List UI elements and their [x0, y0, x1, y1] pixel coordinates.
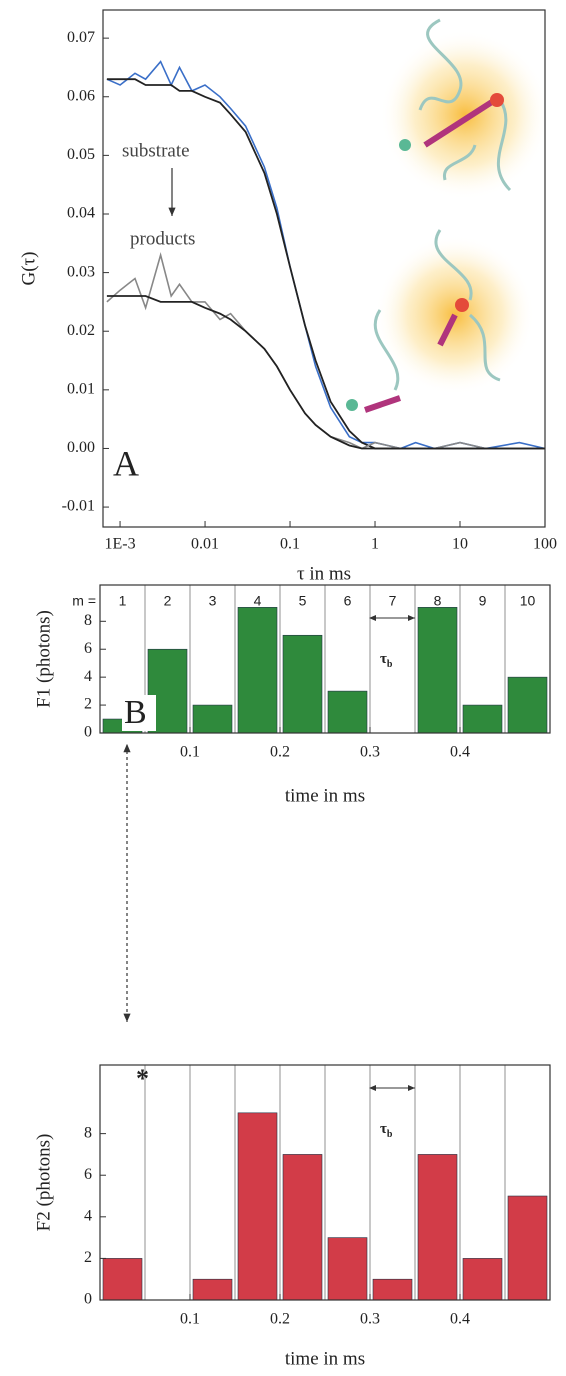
category-label: 7 — [389, 593, 397, 609]
bar — [417, 1154, 458, 1301]
marker-label: * — [136, 1064, 149, 1093]
x-tick-label: 0.1 — [180, 744, 200, 761]
x-axis-label: time in ms — [285, 1348, 365, 1369]
plot-frame — [102, 9, 546, 528]
bar — [237, 1112, 278, 1301]
annotation-subscript: b — [387, 1129, 393, 1140]
category-label: 6 — [344, 593, 352, 609]
y-tick-label: 0.00 — [67, 439, 95, 456]
x-tick-label: 0.1 — [280, 536, 300, 553]
category-label: 9 — [479, 593, 487, 609]
category-label: 8 — [434, 593, 442, 609]
category-label: 5 — [299, 593, 307, 609]
annotation-subscript: b — [387, 659, 393, 670]
illustration — [346, 18, 550, 413]
y-tick-label: 6 — [84, 1166, 92, 1183]
y-axis-label: G(τ) — [18, 251, 39, 285]
annotation: τb — [380, 1121, 393, 1140]
x-tick-label: 1E-3 — [104, 536, 135, 553]
y-axis-label: F2 (photons) — [33, 1134, 54, 1232]
bar — [192, 1278, 233, 1301]
y-tick-label: 0.05 — [67, 146, 95, 163]
x-axis-label: time in ms — [285, 785, 365, 806]
bar — [417, 607, 458, 734]
bar — [282, 1154, 323, 1301]
plot-frame — [99, 1064, 551, 1301]
bar — [102, 1258, 143, 1301]
y-tick-label: 0.04 — [67, 205, 95, 222]
panel-label-bg — [122, 695, 156, 731]
y-tick-label: 8 — [84, 1124, 92, 1141]
x-tick-label: 0.1 — [180, 1311, 200, 1328]
x-tick-label: 10 — [452, 536, 468, 553]
series-label: products — [130, 228, 195, 249]
x-tick-label: 0.4 — [450, 744, 470, 761]
x-tick-label: 0.3 — [360, 744, 380, 761]
y-axis-label: F1 (photons) — [33, 610, 54, 708]
annotation: τb — [380, 651, 393, 670]
panel-label: A — [113, 443, 139, 483]
plot-frame — [99, 584, 551, 734]
y-tick-label: 0.06 — [67, 87, 95, 104]
category-label: 1 — [119, 593, 127, 609]
y-tick-label: 0 — [84, 1291, 92, 1308]
bar — [372, 1278, 413, 1301]
y-tick-label: 0.03 — [67, 263, 95, 280]
annotation-text: τ — [380, 651, 387, 667]
y-tick-label: 6 — [84, 640, 92, 657]
y-tick-label: 8 — [84, 612, 92, 629]
y-tick-label: 2 — [84, 696, 92, 713]
category-prefix: m = — [72, 593, 96, 609]
bar — [237, 607, 278, 734]
x-tick-label: 0.2 — [270, 1311, 290, 1328]
bar — [462, 1258, 503, 1301]
bar — [507, 676, 548, 734]
y-tick-label: 0.02 — [67, 322, 95, 339]
y-tick-label: 0.01 — [67, 381, 95, 398]
y-tick-label: 4 — [84, 668, 92, 685]
x-tick-label: 0.2 — [270, 744, 290, 761]
category-label: 3 — [209, 593, 217, 609]
x-tick-label: 0.4 — [450, 1311, 470, 1328]
x-tick-label: 0.01 — [191, 536, 219, 553]
y-tick-label: 0.07 — [67, 29, 95, 46]
y-tick-label: 4 — [84, 1207, 92, 1224]
y-tick-label: -0.01 — [62, 498, 95, 515]
bar — [327, 1237, 368, 1301]
panel-label: B — [124, 694, 147, 731]
category-label: 4 — [254, 593, 262, 609]
y-tick-label: 2 — [84, 1249, 92, 1266]
bar — [327, 690, 368, 734]
y-tick-label: 0 — [84, 724, 92, 741]
bar — [507, 1195, 548, 1301]
series-line — [106, 295, 545, 450]
bar — [462, 704, 503, 734]
series-label: substrate — [122, 140, 190, 161]
category-label: 2 — [164, 593, 172, 609]
x-axis-label: τ in ms — [297, 563, 351, 584]
category-label: 10 — [520, 593, 536, 609]
annotation-text: τ — [380, 1121, 387, 1137]
bar — [282, 634, 323, 734]
x-tick-label: 1 — [371, 536, 379, 553]
bar — [192, 704, 233, 734]
x-tick-label: 0.3 — [360, 1311, 380, 1328]
x-tick-label: 100 — [533, 536, 557, 553]
